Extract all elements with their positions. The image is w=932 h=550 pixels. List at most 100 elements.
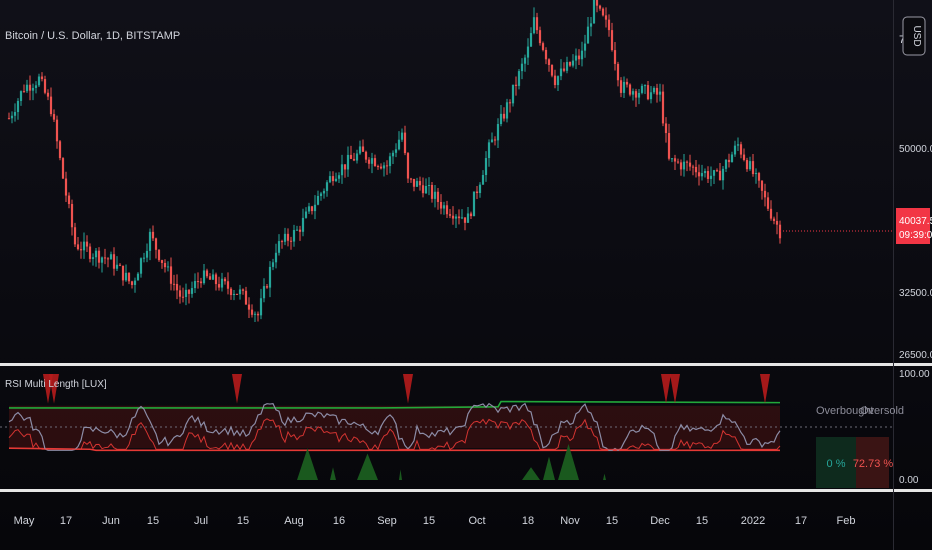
candle-body[interactable] [526, 46, 530, 58]
currency-button[interactable] [902, 16, 926, 56]
candle-body[interactable] [349, 154, 353, 159]
candle-body[interactable] [397, 139, 401, 150]
candle-body[interactable] [94, 250, 98, 258]
candle-body[interactable] [661, 91, 665, 124]
price-pane[interactable] [7, 0, 782, 323]
candle-body[interactable] [736, 144, 740, 146]
candle-body[interactable] [631, 91, 635, 95]
candle-body[interactable] [43, 79, 47, 93]
candle-body[interactable] [613, 50, 617, 64]
candle-body[interactable] [58, 141, 62, 159]
candle-body[interactable] [19, 91, 23, 101]
candle-body[interactable] [376, 166, 380, 168]
candle-body[interactable] [37, 76, 41, 86]
candle-body[interactable] [82, 241, 86, 251]
candle-body[interactable] [763, 190, 767, 198]
candle-body[interactable] [445, 205, 449, 215]
candle-body[interactable] [235, 293, 239, 295]
candle-body[interactable] [766, 197, 770, 209]
candle-body[interactable] [406, 153, 410, 179]
candle-body[interactable] [166, 266, 170, 268]
candle-body[interactable] [304, 211, 308, 218]
candle-body[interactable] [121, 265, 125, 281]
candle-body[interactable] [394, 149, 398, 153]
candle-body[interactable] [355, 153, 359, 161]
candle-body[interactable] [727, 159, 731, 163]
candle-body[interactable] [496, 124, 500, 141]
candle-body[interactable] [472, 191, 476, 217]
candle-body[interactable] [112, 254, 116, 269]
candle-body[interactable] [715, 170, 719, 172]
candle-body[interactable] [691, 166, 695, 168]
candle-body[interactable] [568, 62, 572, 66]
candle-body[interactable] [346, 154, 350, 170]
candle-body[interactable] [724, 159, 728, 169]
candle-body[interactable] [562, 68, 566, 71]
candle-body[interactable] [70, 203, 74, 228]
indicator-title[interactable]: RSI Multi Length [LUX] [5, 379, 107, 390]
candle-body[interactable] [229, 288, 233, 296]
candle-body[interactable] [583, 43, 587, 51]
candle-body[interactable] [319, 193, 323, 196]
candle-body[interactable] [52, 114, 56, 120]
candle-body[interactable] [403, 132, 407, 154]
candle-body[interactable] [463, 217, 467, 223]
candle-body[interactable] [520, 63, 524, 72]
candle-body[interactable] [646, 85, 650, 100]
candle-body[interactable] [7, 118, 11, 120]
candle-body[interactable] [217, 284, 221, 288]
candle-body[interactable] [16, 100, 20, 113]
candle-body[interactable] [436, 191, 440, 202]
candle-body[interactable] [145, 250, 149, 258]
candle-body[interactable] [391, 152, 395, 157]
candle-body[interactable] [61, 158, 65, 179]
candle-body[interactable] [136, 273, 140, 281]
candle-body[interactable] [142, 257, 146, 259]
candle-body[interactable] [256, 313, 260, 316]
candle-body[interactable] [637, 92, 641, 98]
candle-body[interactable] [478, 184, 482, 194]
candle-body[interactable] [571, 60, 575, 66]
candle-body[interactable] [100, 257, 104, 263]
candle-body[interactable] [439, 201, 443, 209]
indicator-pane[interactable] [0, 374, 893, 480]
candle-body[interactable] [487, 142, 491, 159]
candle-body[interactable] [580, 50, 584, 60]
candle-body[interactable] [538, 30, 542, 44]
candle-body[interactable] [754, 173, 758, 175]
candle-body[interactable] [604, 15, 608, 20]
candle-body[interactable] [313, 204, 317, 212]
candle-body[interactable] [400, 132, 404, 140]
pane-separator-bottom[interactable] [0, 489, 932, 492]
candle-body[interactable] [484, 158, 488, 176]
candle-body[interactable] [670, 158, 674, 160]
candle-body[interactable] [616, 63, 620, 81]
candle-body[interactable] [178, 290, 182, 297]
candle-body[interactable] [622, 81, 626, 93]
candle-body[interactable] [433, 191, 437, 199]
candle-body[interactable] [430, 185, 434, 199]
candle-body[interactable] [379, 166, 383, 169]
candle-body[interactable] [544, 49, 548, 60]
candle-body[interactable] [493, 139, 497, 141]
candle-body[interactable] [160, 260, 164, 263]
candle-body[interactable] [517, 71, 521, 86]
candle-body[interactable] [310, 206, 314, 212]
candle-body[interactable] [181, 296, 185, 298]
candle-body[interactable] [553, 75, 557, 86]
candle-body[interactable] [415, 181, 419, 187]
candle-body[interactable] [292, 230, 296, 242]
candle-body[interactable] [295, 229, 299, 231]
candle-body[interactable] [547, 59, 551, 65]
candle-body[interactable] [565, 62, 569, 71]
candle-body[interactable] [283, 233, 287, 242]
candle-body[interactable] [634, 91, 638, 98]
candle-body[interactable] [541, 43, 545, 50]
candle-body[interactable] [199, 281, 203, 284]
candle-body[interactable] [262, 286, 266, 299]
time-axis[interactable]: May 17 Jun 15 Jul 15 Aug 16 Sep 15 Oct 18 Nov 15 Dec 15… [14, 515, 856, 527]
candle-body[interactable] [64, 178, 68, 196]
candle-body[interactable] [709, 175, 713, 179]
candle-body[interactable] [499, 113, 503, 125]
